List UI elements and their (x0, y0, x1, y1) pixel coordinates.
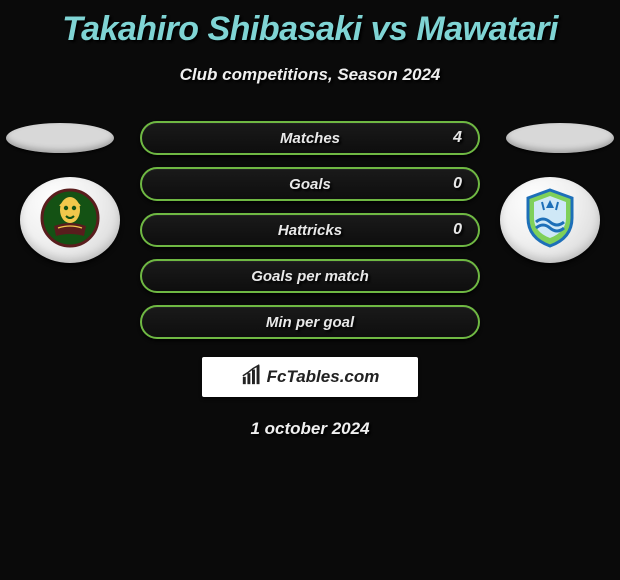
stat-value: 0 (453, 221, 462, 239)
stat-label: Goals per match (251, 268, 369, 285)
snapshot-date: 1 october 2024 (0, 419, 620, 439)
stats-pill-list: Matches 4 Goals 0 Hattricks 0 Goals per … (140, 121, 480, 339)
stat-row-goals: Goals 0 (140, 167, 480, 201)
page-title: Takahiro Shibasaki vs Mawatari (0, 0, 620, 49)
stat-label: Goals (289, 176, 331, 193)
site-attribution[interactable]: FcTables.com (202, 357, 418, 397)
right-player-oval (506, 123, 614, 153)
stat-value: 0 (453, 175, 462, 193)
stat-row-min-per-goal: Min per goal (140, 305, 480, 339)
tokyo-verdy-crest-icon (38, 186, 102, 255)
left-club-crest (20, 177, 120, 263)
comparison-content: Matches 4 Goals 0 Hattricks 0 Goals per … (0, 121, 620, 439)
page-subtitle: Club competitions, Season 2024 (0, 65, 620, 85)
stat-row-hattricks: Hattricks 0 (140, 213, 480, 247)
stat-value: 4 (453, 129, 462, 147)
stat-label: Min per goal (266, 314, 354, 331)
left-player-oval (6, 123, 114, 153)
bar-chart-icon (241, 364, 263, 391)
stat-label: Matches (280, 130, 340, 147)
stat-row-goals-per-match: Goals per match (140, 259, 480, 293)
shonan-bellmare-crest-icon (518, 186, 582, 255)
stat-row-matches: Matches 4 (140, 121, 480, 155)
right-club-crest (500, 177, 600, 263)
site-name: FcTables.com (267, 367, 380, 387)
stat-label: Hattricks (278, 222, 342, 239)
